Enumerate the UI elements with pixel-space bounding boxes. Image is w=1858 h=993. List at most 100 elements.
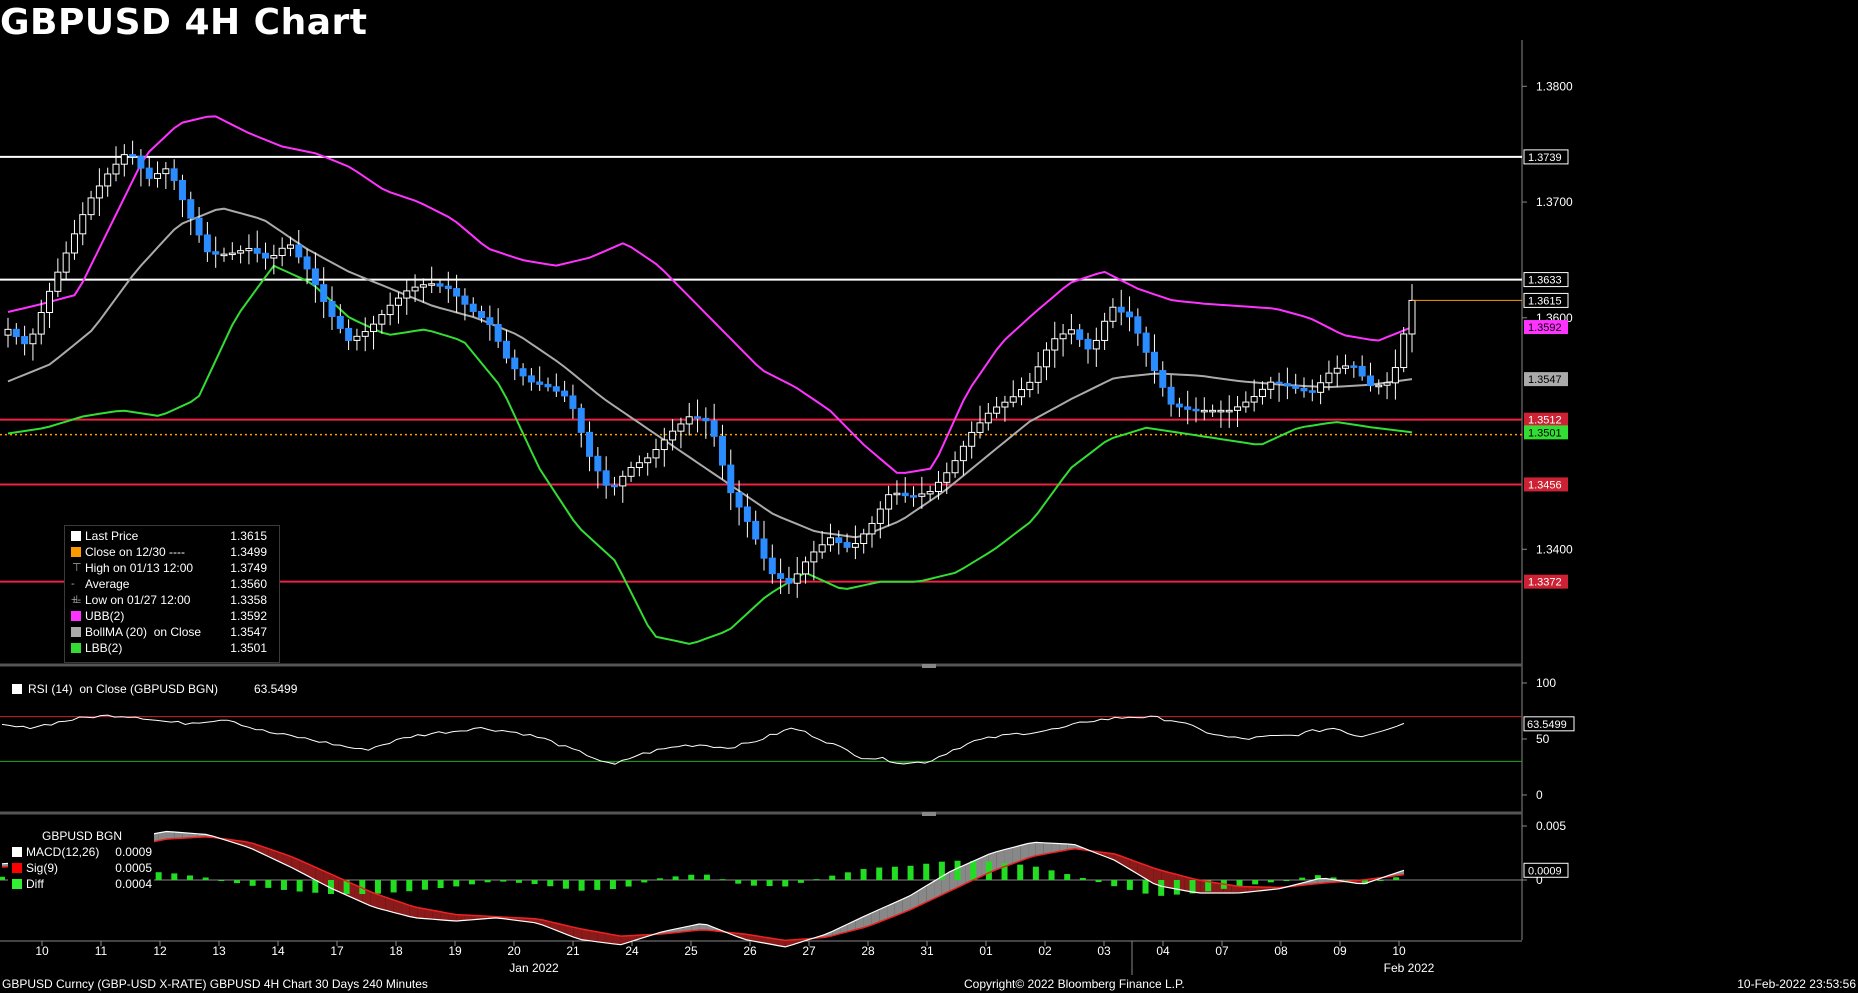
level-tag <box>1524 477 1568 492</box>
candle-body <box>777 573 785 579</box>
candle-body <box>1175 403 1183 408</box>
x-tick-label: 28 <box>861 944 875 958</box>
candle-body <box>1350 365 1358 368</box>
candle-body <box>444 285 452 290</box>
y-tick-label: 1.3800 <box>1536 79 1573 93</box>
macd-signal-fill <box>1247 886 1256 893</box>
rsi-line <box>1 714 1405 765</box>
legend-row-bollma[interactable]: BollMA (20) on Close 1.3547 <box>71 624 271 640</box>
macd-legend-swatch-macd <box>12 847 22 857</box>
legend-value-ubb: 1.3592 <box>230 609 267 623</box>
footer-timestamp: 10-Feb-2022 23:53:56 <box>1737 977 1856 991</box>
macd-signal-fill <box>863 913 872 928</box>
legend-row-last-price[interactable]: Last Price 1.3615 <box>71 528 271 544</box>
y-tick-label: 1.3400 <box>1536 542 1573 556</box>
macd-diff-bar <box>437 880 444 889</box>
macd-diff-bar <box>421 880 428 890</box>
legend-value-close: 1.3499 <box>230 545 267 559</box>
candle-body <box>984 412 992 424</box>
candle-body <box>1333 367 1341 374</box>
candle-body <box>635 462 643 468</box>
macd-signal-fill <box>1043 842 1052 855</box>
macd-diff-bar <box>1361 880 1368 884</box>
candle-body <box>120 154 128 165</box>
candle-body <box>685 416 693 425</box>
x-tick-label: 19 <box>448 944 462 958</box>
rsi-legend[interactable]: RSI (14) on Close (GBPUSD BGN) 63.5499 <box>12 681 312 697</box>
macd-legend-label-macd: MACD(12,26) <box>26 845 100 859</box>
legend-row-close[interactable]: Close on 12/30 ---- 1.3499 <box>71 544 271 560</box>
macd-legend-row-signal[interactable]: Sig(9) 0.0005 <box>12 860 152 876</box>
rsi-y-tick-label: 0 <box>1536 788 1543 802</box>
candle-body <box>544 383 552 388</box>
footer-ticker-info: GBPUSD Curncy (GBP-USD X-RATE) GBPUSD 4H… <box>2 977 428 991</box>
macd-legend-row-diff[interactable]: Diff 0.0004 <box>12 876 152 892</box>
macd-diff-bar <box>797 880 804 883</box>
macd-signal-fill <box>166 831 175 840</box>
candle-body <box>1258 388 1266 398</box>
rsi-legend-value: 63.5499 <box>254 682 298 696</box>
candle-body <box>536 381 544 385</box>
macd-diff-bar <box>453 880 460 887</box>
macd-diff-bar <box>907 865 914 880</box>
legend-row-high[interactable]: ⊤ High on 01/13 12:00 1.3749 <box>71 560 271 576</box>
footer-copyright: Copyright© 2022 Bloomberg Finance L.P. <box>964 977 1185 991</box>
macd-signal-fill <box>581 929 590 941</box>
candle-body <box>868 522 876 535</box>
macd-diff-bar <box>1330 877 1337 880</box>
plus-marker-icon: -+- <box>71 578 82 606</box>
candle-body <box>353 335 361 341</box>
candle-body <box>12 328 20 338</box>
candle-body <box>187 199 195 219</box>
candle-body <box>644 457 652 464</box>
macd-diff-bar <box>327 880 334 894</box>
macd-legend-row-macd[interactable]: MACD(12,26) 0.0009 <box>12 844 152 860</box>
candle-body <box>519 368 527 377</box>
macd-signal-fill <box>902 895 911 913</box>
candle-body <box>237 250 245 254</box>
rsi-legend-swatch <box>12 684 22 694</box>
macd-diff-bar <box>531 880 538 885</box>
legend-value-lbb: 1.3501 <box>230 641 267 655</box>
macd-diff-bar <box>500 880 507 882</box>
legend-row-average[interactable]: -+- Average 1.3560 <box>71 576 271 606</box>
candle-body <box>743 506 751 522</box>
candle-body <box>1375 384 1383 388</box>
macd-signal-fill <box>926 881 935 903</box>
candle-body <box>810 551 818 563</box>
x-tick-label: 10 <box>1392 944 1406 958</box>
legend-row-ubb[interactable]: UBB(2) 1.3592 <box>71 608 271 624</box>
level-tag <box>1524 412 1568 427</box>
macd-diff-bar <box>860 869 867 880</box>
candle-body <box>386 304 394 316</box>
rsi-last-value-label: 63.5499 <box>1527 719 1567 731</box>
macd-signal-fill <box>1239 886 1248 893</box>
macd-diff-bar <box>1267 880 1274 883</box>
macd-signal-fill <box>409 905 418 919</box>
macd-y-tick-label: 0.005 <box>1536 819 1566 833</box>
macd-signal-fill <box>1004 847 1013 867</box>
t-marker-icon: ⊤ <box>72 562 82 574</box>
macd-diff-bar <box>249 880 256 886</box>
macd-diff-bar <box>1299 877 1306 880</box>
macd-diff-bar <box>954 860 961 880</box>
macd-signal-fill <box>699 924 707 931</box>
legend-row-low[interactable]: ⊥ Low on 01/27 12:00 1.3358 <box>71 592 271 608</box>
indicator-tag <box>1524 320 1568 335</box>
macd-diff-bar <box>578 880 585 891</box>
macd-diff-bar <box>1377 880 1384 881</box>
candle-body <box>1383 382 1391 386</box>
candle-body <box>893 492 901 496</box>
candle-body <box>1192 408 1200 412</box>
candle-body <box>478 310 486 319</box>
macd-diff-bar <box>844 872 851 880</box>
macd-diff-bar <box>1142 880 1149 894</box>
candle-body <box>469 303 477 312</box>
macd-signal-fill <box>385 897 394 913</box>
candle-body <box>577 407 585 433</box>
legend-row-lbb[interactable]: LBB(2) 1.3501 <box>71 640 271 656</box>
indicator-tag-label: 1.3501 <box>1528 427 1562 439</box>
candle-body <box>1134 316 1142 334</box>
last-price-tag-label: 1.3615 <box>1528 295 1562 307</box>
